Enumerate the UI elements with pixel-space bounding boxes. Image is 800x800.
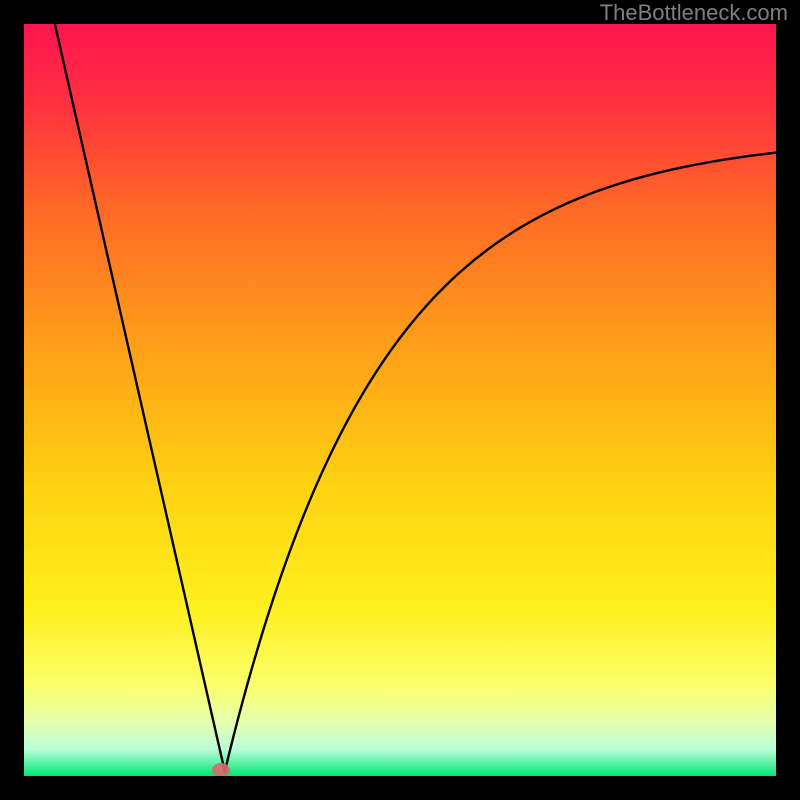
gradient-background: [24, 24, 776, 776]
plot-area: [24, 24, 776, 776]
plot-svg: [24, 24, 776, 776]
watermark-text: TheBottleneck.com: [600, 0, 788, 26]
